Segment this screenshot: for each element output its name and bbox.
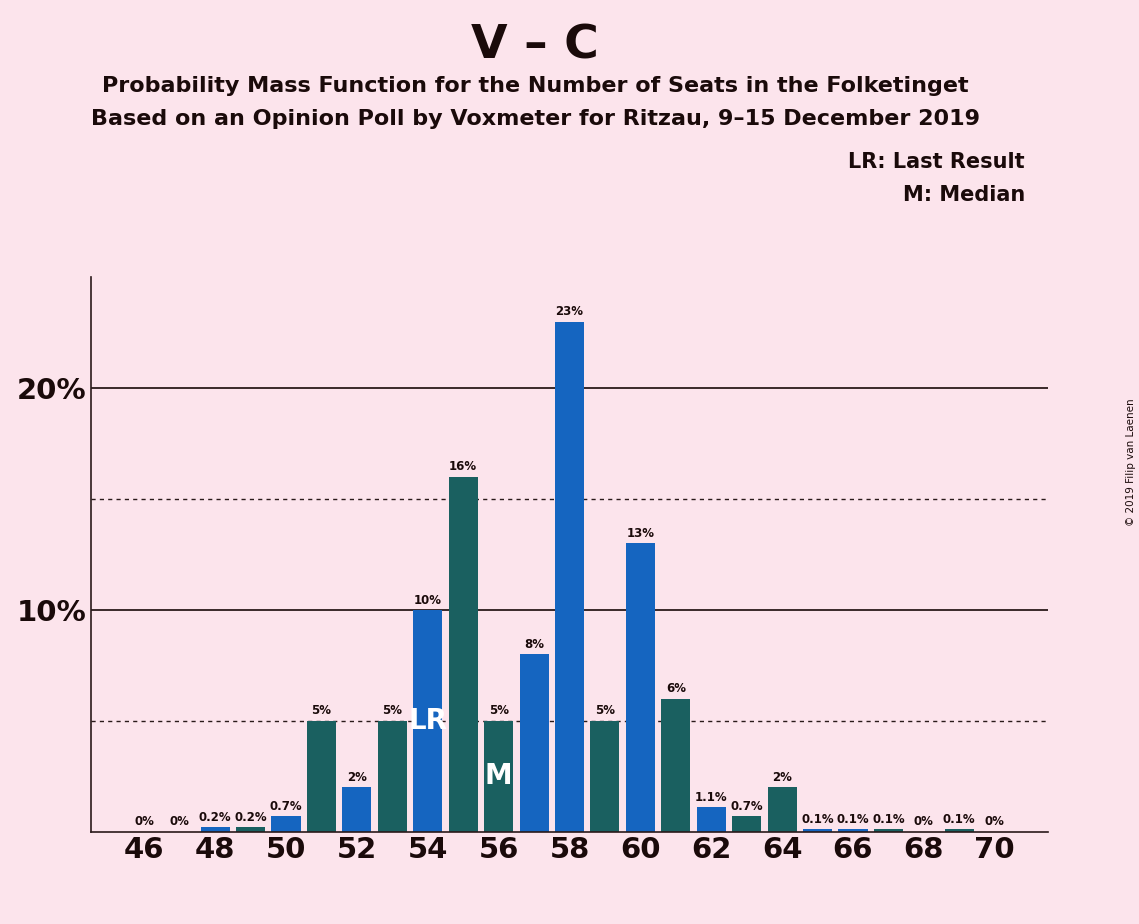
Text: 0%: 0% [913, 815, 934, 828]
Bar [803, 830, 833, 832]
Bar [662, 699, 690, 832]
Text: 0.2%: 0.2% [235, 811, 267, 824]
Text: 0%: 0% [170, 815, 190, 828]
Text: 5%: 5% [489, 704, 509, 717]
Bar [555, 322, 584, 832]
Text: LR: LR [408, 707, 448, 735]
Text: 2%: 2% [772, 771, 792, 784]
Bar [590, 721, 620, 832]
Text: 13%: 13% [626, 527, 655, 540]
Bar [449, 477, 477, 832]
Bar [874, 830, 903, 832]
Text: 0.1%: 0.1% [872, 813, 904, 826]
Text: 0.7%: 0.7% [730, 800, 763, 813]
Text: 6%: 6% [666, 682, 686, 695]
Text: 10%: 10% [413, 593, 442, 606]
Text: M: M [485, 762, 513, 790]
Text: 5%: 5% [311, 704, 331, 717]
Bar [519, 654, 549, 832]
Bar [768, 787, 796, 832]
Bar [378, 721, 407, 832]
Text: M: Median: M: Median [903, 185, 1025, 205]
Bar [697, 808, 726, 832]
Text: 23%: 23% [556, 305, 583, 318]
Text: Based on an Opinion Poll by Voxmeter for Ritzau, 9–15 December 2019: Based on an Opinion Poll by Voxmeter for… [91, 109, 980, 129]
Bar [306, 721, 336, 832]
Text: 0.1%: 0.1% [837, 813, 869, 826]
Text: Probability Mass Function for the Number of Seats in the Folketinget: Probability Mass Function for the Number… [103, 76, 968, 96]
Bar [236, 827, 265, 832]
Text: 0.1%: 0.1% [943, 813, 976, 826]
Text: 0.7%: 0.7% [270, 800, 302, 813]
Text: 0.1%: 0.1% [801, 813, 834, 826]
Text: 8%: 8% [524, 638, 544, 650]
Text: V – C: V – C [472, 23, 599, 68]
Bar [343, 787, 371, 832]
Text: 1.1%: 1.1% [695, 791, 728, 804]
Text: © 2019 Filip van Laenen: © 2019 Filip van Laenen [1126, 398, 1136, 526]
Bar [484, 721, 514, 832]
Bar [200, 827, 230, 832]
Bar [271, 816, 301, 832]
Bar [413, 610, 442, 832]
Text: 5%: 5% [383, 704, 402, 717]
Bar [838, 830, 868, 832]
Text: 2%: 2% [347, 771, 367, 784]
Text: LR: Last Result: LR: Last Result [849, 152, 1025, 173]
Bar [732, 816, 761, 832]
Bar [944, 830, 974, 832]
Text: 0%: 0% [985, 815, 1005, 828]
Text: 16%: 16% [449, 460, 477, 473]
Text: 0%: 0% [134, 815, 154, 828]
Text: 0.2%: 0.2% [199, 811, 231, 824]
Bar [625, 543, 655, 832]
Text: 5%: 5% [595, 704, 615, 717]
